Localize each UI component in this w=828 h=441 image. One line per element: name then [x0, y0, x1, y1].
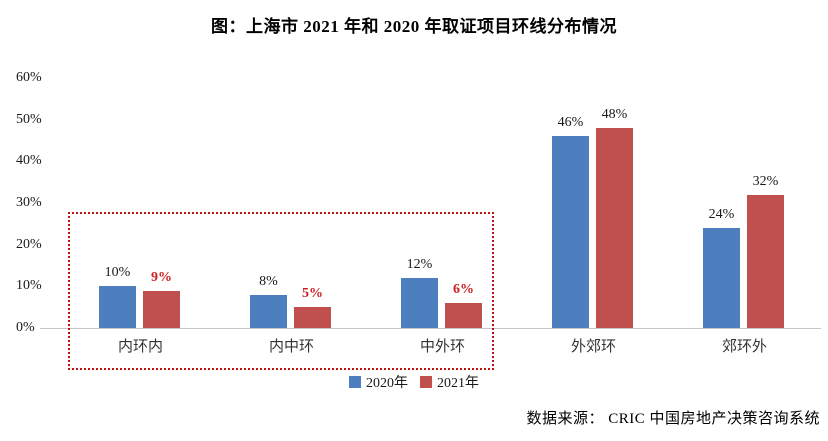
y-axis-tick-label: 40% — [16, 153, 42, 169]
y-axis-tick-label: 0% — [16, 320, 35, 335]
y-axis-tick-label: 60% — [16, 70, 42, 85]
category-label-外郊环: 外郊环 — [570, 339, 616, 355]
y-axis-tick-label: 50% — [16, 111, 42, 127]
bar-2021年-中外环 — [445, 303, 482, 328]
chart-title: 图：上海市 2021 年和 2020 年取证项目环线分布情况 — [211, 17, 617, 36]
bar-value-label: 12% — [406, 257, 433, 272]
bar-value-label: 8% — [259, 273, 278, 289]
category-label-内中环: 内中环 — [268, 339, 314, 355]
category-label-郊环外: 郊环外 — [721, 339, 767, 355]
legend-label: 2021年 — [437, 376, 479, 391]
bar-2020年-中外环 — [401, 278, 438, 328]
category-label-中外环: 中外环 — [419, 339, 465, 355]
legend-item-2020年: 2020年 — [349, 372, 408, 392]
category-label-内环内: 内环内 — [117, 339, 163, 355]
bar-value-label: 9% — [151, 269, 172, 285]
bar-2021年-郊环外 — [747, 194, 784, 328]
legend-label: 2020年 — [366, 376, 408, 391]
bar-2020年-内中环 — [250, 294, 287, 328]
legend-swatch-icon — [349, 376, 361, 388]
bar-2021年-内中环 — [294, 307, 331, 328]
bar-2020年-内环内 — [99, 286, 136, 328]
y-axis-tick-label: 30% — [16, 195, 42, 210]
bar-value-label: 24% — [708, 207, 735, 222]
y-axis-tick-label: 20% — [16, 236, 42, 252]
legend-swatch-icon — [420, 376, 432, 388]
chart-legend: 2020年 2021年 — [0, 372, 828, 392]
bar-2021年-外郊环 — [596, 128, 633, 328]
bar-value-label: 10% — [104, 265, 131, 281]
legend-item-2021年: 2021年 — [420, 372, 479, 392]
bar-value-label: 5% — [302, 286, 323, 302]
x-axis-line — [40, 328, 821, 329]
bar-2020年-郊环外 — [703, 228, 740, 328]
bar-2021年-内环内 — [143, 290, 180, 328]
y-axis-tick-label: 10% — [16, 278, 42, 294]
bar-value-label: 32% — [752, 173, 779, 189]
data-source-note: 数据来源： CRIC 中国房地产决策咨询系统 — [526, 411, 820, 427]
bar-value-label: 46% — [557, 115, 584, 131]
bar-value-label: 48% — [601, 107, 628, 122]
bar-2020年-外郊环 — [552, 136, 589, 328]
bar-value-label: 6% — [453, 282, 474, 297]
